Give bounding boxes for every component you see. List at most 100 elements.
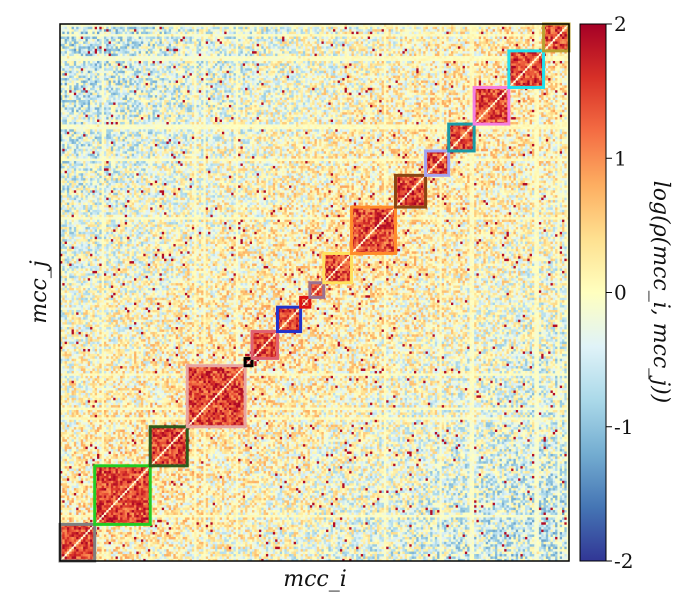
heatmap-cell [65, 502, 68, 505]
heatmap-cell [62, 317, 65, 320]
heatmap-cell [67, 58, 70, 61]
heatmap-cell [72, 493, 75, 496]
heatmap-cell [62, 231, 65, 234]
heatmap-cell [88, 224, 91, 227]
heatmap-cell [65, 31, 68, 34]
heatmap-cell [67, 302, 70, 305]
heatmap-cell [85, 239, 88, 242]
heatmap-cell [62, 285, 65, 288]
heatmap-cell [65, 415, 68, 418]
heatmap-cell [74, 39, 77, 42]
heatmap-cell [76, 361, 79, 364]
heatmap-cell [76, 58, 79, 61]
heatmap-cell [69, 302, 72, 305]
heatmap-cell [81, 422, 84, 425]
heatmap-cell [85, 332, 88, 335]
heatmap-cell [65, 227, 68, 230]
heatmap-cell [69, 520, 72, 523]
heatmap-cell [83, 161, 86, 164]
heatmap-cell [79, 483, 82, 486]
heatmap-cell [88, 141, 91, 144]
heatmap-cell [81, 373, 84, 376]
heatmap-cell [81, 26, 84, 29]
heatmap-cell [76, 175, 79, 178]
heatmap-cell [76, 310, 79, 313]
heatmap-cell [79, 251, 82, 254]
heatmap-cell [74, 239, 77, 242]
heatmap-cell [67, 224, 70, 227]
heatmap-cell [72, 210, 75, 213]
heatmap-cell [69, 58, 72, 61]
heatmap-cell [79, 454, 82, 457]
heatmap-cell [81, 400, 84, 403]
heatmap-cell [69, 437, 72, 440]
heatmap-cell [65, 385, 68, 388]
heatmap-cell [76, 515, 79, 518]
heatmap-cell [83, 310, 86, 313]
heatmap-cell [83, 249, 86, 252]
heatmap-cell [81, 117, 84, 120]
heatmap-cell [65, 417, 68, 420]
heatmap-cell [76, 380, 79, 383]
heatmap-cell [65, 170, 68, 173]
heatmap-cell [74, 205, 77, 208]
heatmap-cell [81, 297, 84, 300]
heatmap-cell [74, 156, 77, 159]
heatmap-cell [88, 280, 91, 283]
heatmap-cell [79, 510, 82, 513]
heatmap-cell [85, 212, 88, 215]
heatmap-cell [72, 434, 75, 437]
heatmap-cell [67, 495, 70, 498]
heatmap-cell [65, 210, 68, 213]
heatmap-cell [81, 278, 84, 281]
heatmap-cell [69, 541, 72, 544]
heatmap-cell [85, 246, 88, 249]
heatmap-cell [67, 485, 70, 488]
heatmap-cell [65, 68, 68, 71]
heatmap-cell [67, 341, 70, 344]
heatmap-cell [62, 268, 65, 271]
heatmap-cell [67, 498, 70, 501]
heatmap-cell [69, 300, 72, 303]
heatmap-cell [88, 419, 91, 422]
heatmap-cell [69, 358, 72, 361]
heatmap-cell [83, 446, 86, 449]
heatmap-cell [79, 63, 82, 66]
heatmap-cell [65, 483, 68, 486]
heatmap-cell [69, 34, 72, 37]
heatmap-cell [79, 185, 82, 188]
heatmap-cell [81, 136, 84, 139]
heatmap-cell [85, 461, 88, 464]
heatmap-cell [79, 129, 82, 132]
heatmap-cell [83, 507, 86, 510]
heatmap-cell [79, 210, 82, 213]
heatmap-cell [74, 529, 77, 532]
heatmap-cell [62, 188, 65, 191]
heatmap-cell [67, 393, 70, 396]
heatmap-cell [67, 117, 70, 120]
heatmap-cell [74, 390, 77, 393]
heatmap-cell [85, 183, 88, 186]
heatmap-cell [83, 427, 86, 430]
heatmap-cell [76, 139, 79, 142]
heatmap-cell [79, 139, 82, 142]
heatmap-cell [69, 249, 72, 252]
heatmap-cell [79, 39, 82, 42]
heatmap-cell [69, 363, 72, 366]
heatmap-cell [76, 80, 79, 83]
heatmap-cell [85, 419, 88, 422]
heatmap-cell [83, 251, 86, 254]
heatmap-cell [65, 241, 68, 244]
heatmap-cell [85, 244, 88, 247]
heatmap-cell [76, 444, 79, 447]
heatmap-cell [83, 146, 86, 149]
heatmap-cell [72, 517, 75, 520]
heatmap-cell [88, 429, 91, 432]
heatmap-cell [76, 271, 79, 274]
heatmap-cell [85, 224, 88, 227]
heatmap-cell [81, 502, 84, 505]
heatmap-cell [62, 529, 65, 532]
heatmap-cell [69, 346, 72, 349]
heatmap-cell [74, 534, 77, 537]
heatmap-cell [83, 244, 86, 247]
